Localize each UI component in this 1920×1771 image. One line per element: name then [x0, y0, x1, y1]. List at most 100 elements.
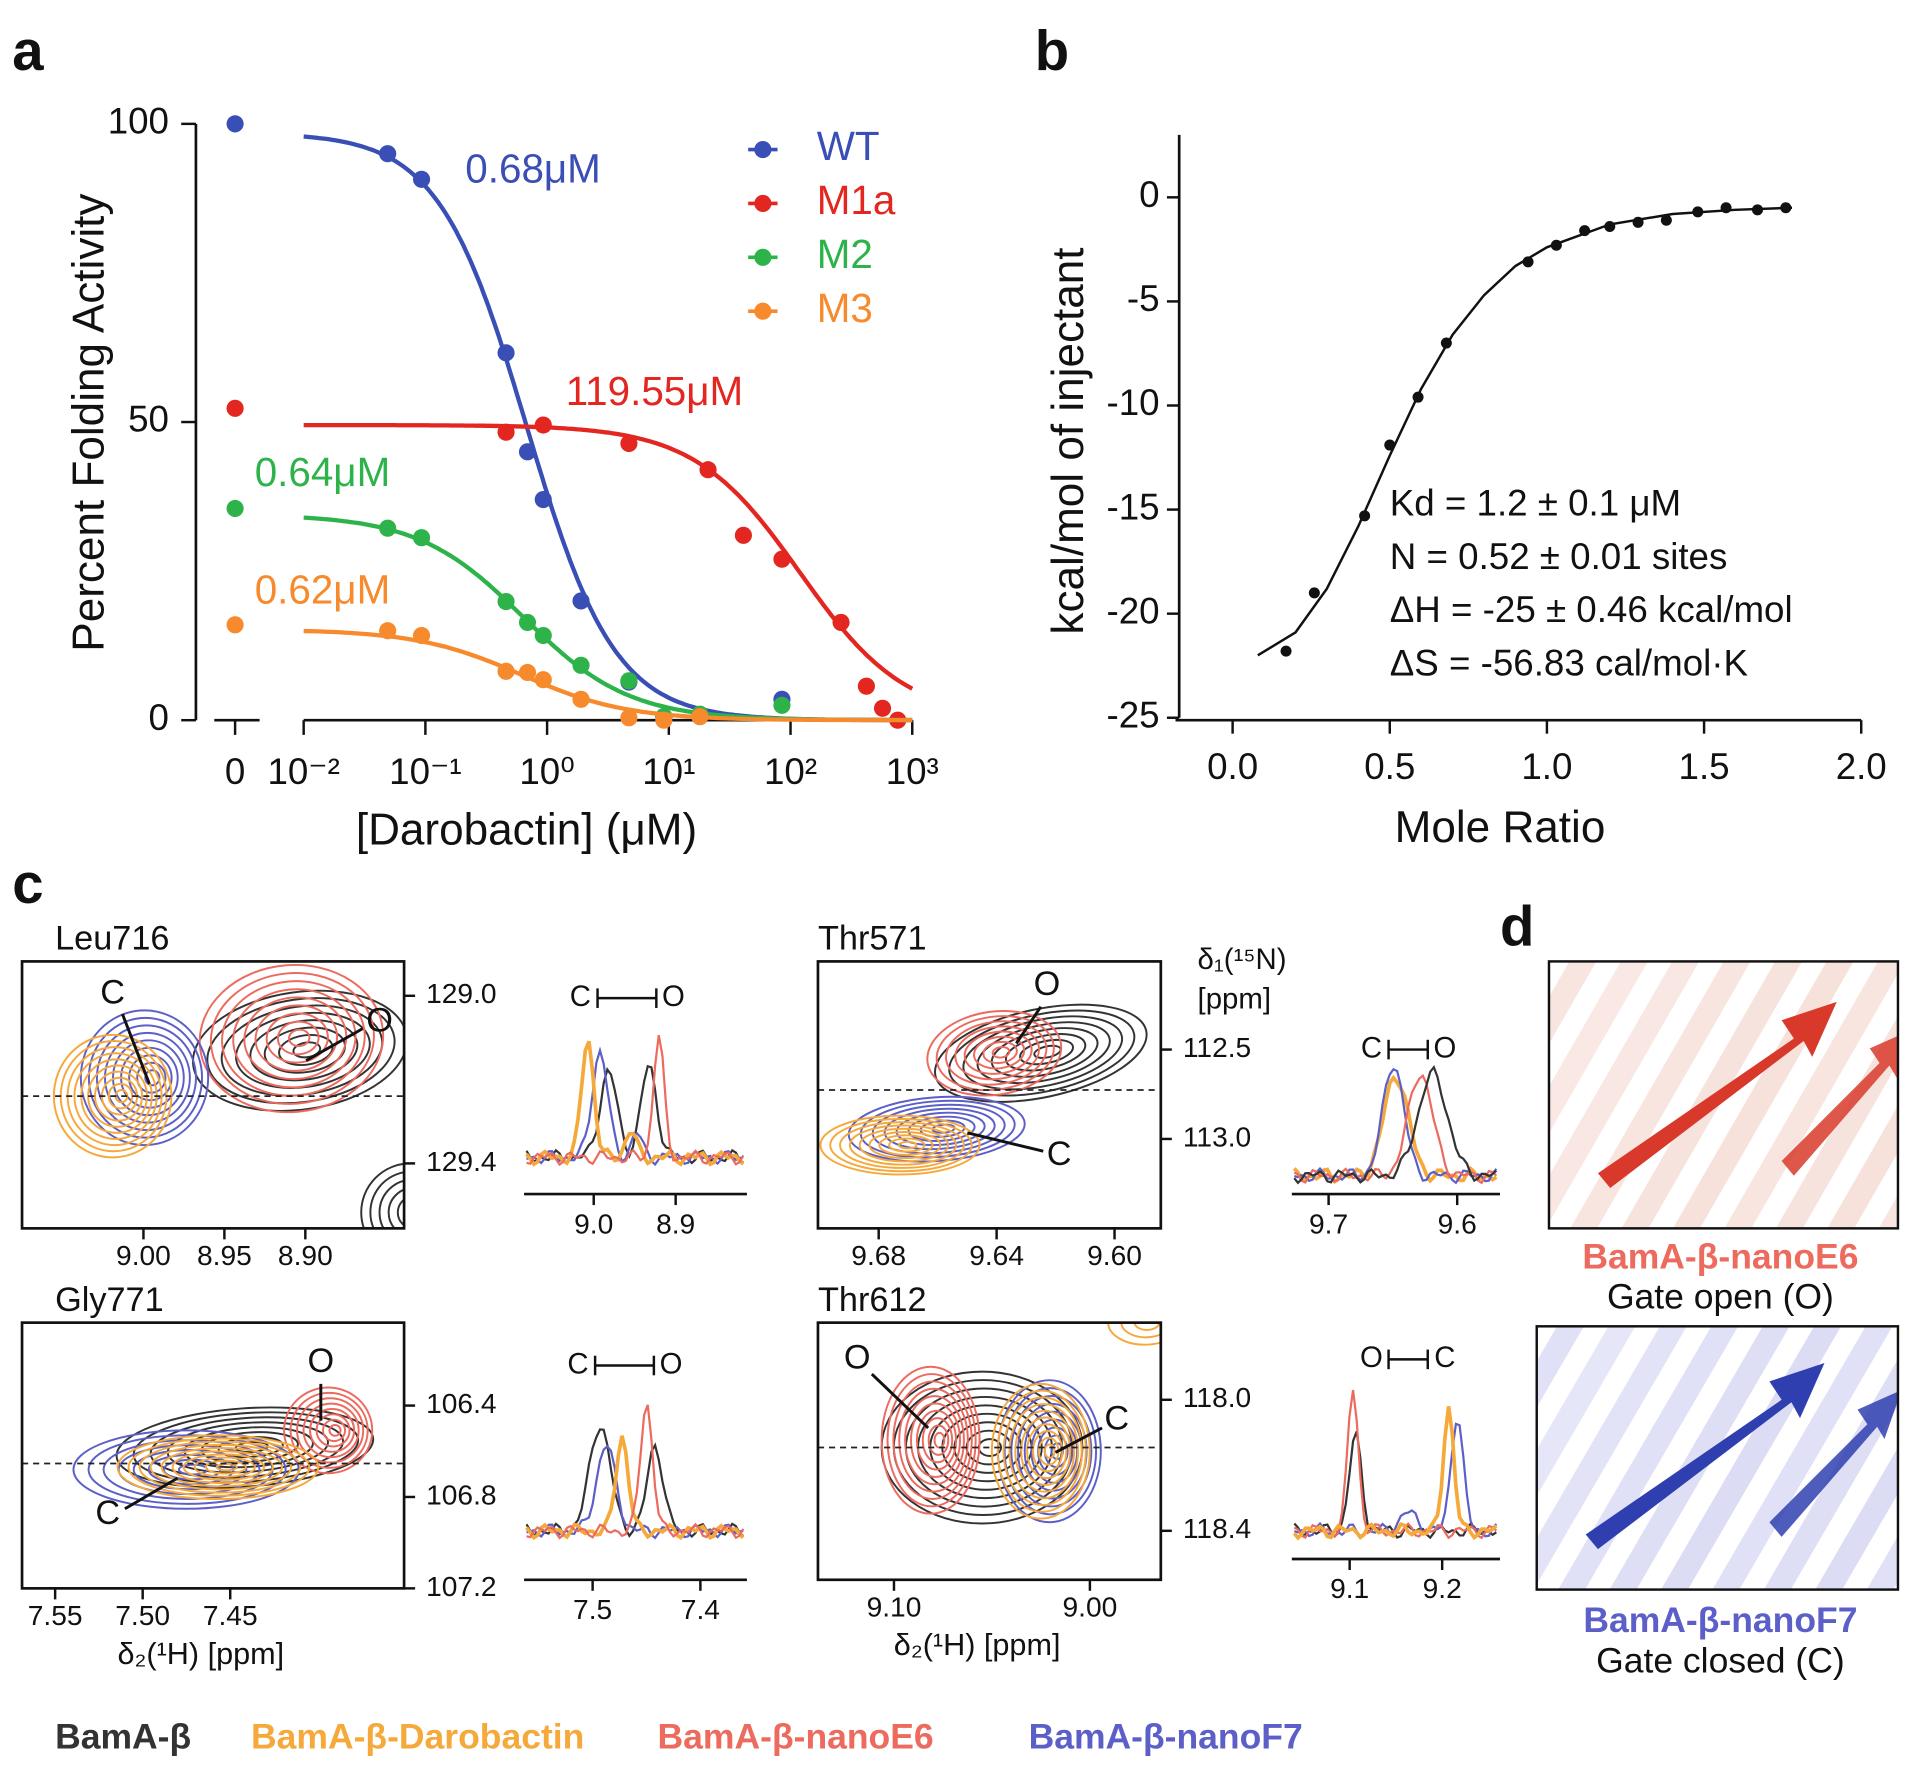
contour [945, 1020, 1048, 1086]
gate-strand [1769, 1391, 1898, 1537]
contour [1010, 1394, 1093, 1508]
slice-trace [525, 1040, 745, 1167]
data-point [620, 709, 638, 727]
residue-title: Thr612 [818, 1281, 927, 1319]
ic50-label: 119.55μM [566, 368, 743, 414]
x-tick-label: 7.45 [203, 1600, 258, 1631]
data-point [497, 423, 515, 441]
strand [1909, 925, 1920, 1265]
data-point [691, 708, 709, 726]
data-point [620, 672, 638, 690]
data-point [1579, 225, 1591, 237]
order-label: O [1360, 1341, 1383, 1374]
contour [289, 1391, 369, 1469]
fit-curve [303, 422, 914, 691]
contour [204, 1459, 247, 1475]
structure-state: Gate open (O) [1607, 1277, 1834, 1317]
contour [910, 1402, 961, 1478]
plot-frame [816, 960, 1163, 1230]
contour [378, 1179, 405, 1229]
y-tick-label: 113.0 [1183, 1121, 1251, 1152]
y-tick-label: 112.5 [1183, 1032, 1251, 1063]
contour-plot [880, 1322, 1161, 1525]
contour [1003, 1387, 1098, 1516]
x-tick-label: 2.0 [1836, 746, 1887, 787]
x-tick-label: 7.4 [681, 1594, 720, 1625]
peak-pointer [124, 1476, 179, 1511]
structure-frame [1535, 1325, 1900, 1591]
contour [198, 963, 385, 1114]
x-tick-label: 8.90 [278, 1240, 333, 1271]
contour [171, 1450, 275, 1485]
gate-strand [1597, 1001, 1837, 1188]
legend-label: M1a [817, 177, 896, 223]
data-point [620, 434, 638, 453]
structure-name: BamA-β-nanoF7 [1583, 1600, 1857, 1640]
contour [193, 1456, 256, 1478]
x-tick-label: 9.2 [1423, 1573, 1462, 1604]
order-label: O [1433, 1031, 1456, 1064]
contour [886, 1373, 977, 1508]
contour [847, 1095, 1026, 1163]
data-point [226, 616, 244, 634]
order-label: C [570, 980, 591, 1013]
data-point [412, 170, 431, 188]
contour [1107, 1322, 1161, 1346]
data-point [832, 613, 850, 631]
plot-frame [20, 960, 406, 1230]
contour [892, 1380, 973, 1500]
fit-annotation: ΔH = -25 ± 0.46 kcal/mol [1390, 589, 1793, 630]
contour [288, 1028, 311, 1048]
legend-label: BamA-β [55, 1716, 191, 1756]
contour [209, 972, 375, 1105]
data-point [773, 696, 791, 714]
contour [954, 1025, 1041, 1081]
structure-image [1536, 1326, 1898, 1590]
data-point [1522, 256, 1534, 268]
x-tick-label: 10⁻² [267, 751, 339, 792]
data-point [379, 145, 397, 163]
x-tick-label: 10⁻¹ [389, 751, 461, 792]
contour [1014, 1409, 1076, 1493]
slice-trace [1293, 1067, 1498, 1185]
y-axis-title: δ₁(¹⁵N) [1198, 943, 1287, 976]
x-tick-label: 0.5 [1364, 746, 1415, 787]
peak-pointer [870, 1373, 930, 1430]
data-point [518, 663, 537, 682]
contour [1133, 1322, 1161, 1331]
data-point [1751, 204, 1764, 216]
strand [1621, 961, 1803, 1229]
peak-pointer [305, 1027, 364, 1062]
data-point [1720, 202, 1732, 214]
slice-trace [1292, 1074, 1498, 1185]
contour [963, 1030, 1033, 1075]
plot-frame [816, 1321, 1163, 1582]
y-tick-label: 0 [1139, 174, 1159, 215]
legend-label: BamA-β-Darobactin [251, 1716, 584, 1756]
peak-label: O [1034, 965, 1061, 1003]
legend-marker [754, 302, 772, 320]
data-point [497, 592, 515, 611]
contour [95, 1024, 197, 1132]
x-axis-title: Mole Ratio [1395, 803, 1606, 852]
strand [1548, 961, 1597, 1044]
x-tick-label: 9.1 [1330, 1573, 1369, 1604]
y-axis-title: kcal/mol of injectant [1044, 247, 1093, 634]
peak-label: O [844, 1338, 871, 1376]
order-label: C [1361, 1031, 1382, 1064]
peak-pointer [1015, 1005, 1043, 1045]
data-point [655, 711, 673, 729]
x-tick-label: 9.10 [867, 1592, 922, 1623]
fit-annotation: N = 0.52 ± 0.01 sites [1390, 536, 1728, 577]
slice-trace [1292, 1406, 1498, 1541]
y-tick-label: -10 [1107, 382, 1160, 423]
y-tick-label: 129.4 [426, 1146, 496, 1177]
contour [1008, 1403, 1080, 1500]
y-tick-label: 106.4 [426, 1388, 496, 1419]
y-tick-label: -5 [1127, 278, 1160, 319]
contour [192, 989, 405, 1112]
y-tick-label: 118.4 [1183, 1513, 1251, 1544]
structure-image [1548, 925, 1920, 1265]
contour [87, 1016, 204, 1139]
